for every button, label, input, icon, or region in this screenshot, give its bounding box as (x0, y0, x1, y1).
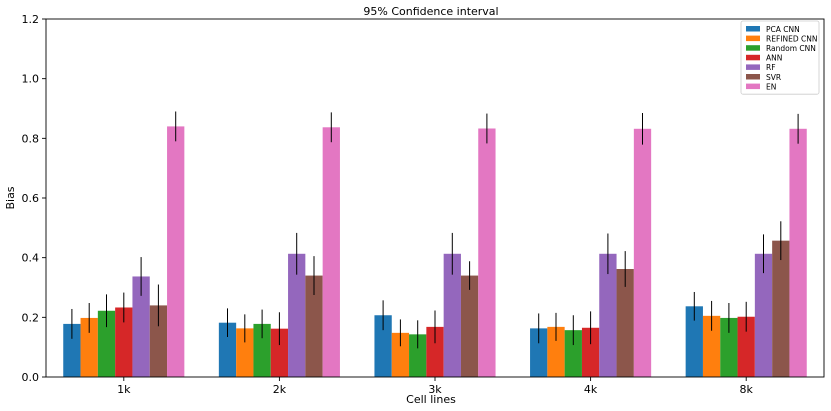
bar-rf-4k (599, 253, 617, 377)
x-tick-label: 2k (273, 383, 287, 396)
bar-svr-3k (460, 275, 479, 377)
y-tick-label: 0.6 (22, 192, 40, 205)
legend-label: SVR (766, 73, 781, 82)
y-axis-title: Bias (4, 186, 17, 209)
y-tick-label: 0.0 (22, 371, 40, 384)
bar-svr-8k (772, 240, 790, 377)
bar-refined-cnn-8k (702, 315, 721, 377)
bar-pca-cnn-4k (530, 328, 548, 377)
bar-pca-cnn-1k (63, 323, 81, 377)
bar-random-cnn-8k (720, 317, 738, 377)
error-bars-layer (71, 111, 799, 349)
bar-rf-2k (288, 253, 306, 377)
bar-svr-1k (149, 305, 168, 377)
axes-layer: 0.0 0.2 0.4 0.6 0.8 1.0 1.2 1k 2k 3k 4k 8k (22, 13, 825, 396)
bar-svr-2k (305, 275, 323, 377)
bar-rf-8k (754, 253, 773, 377)
legend-swatch (746, 74, 760, 80)
legend-label: ANN (766, 54, 782, 63)
bar-refined-cnn-4k (547, 326, 565, 377)
bar-ann-1k (115, 307, 133, 377)
legend-label: PCA CNN (766, 25, 800, 34)
bar-random-cnn-2k (253, 323, 271, 377)
bar-en-4k (633, 128, 652, 377)
legend-swatch (746, 83, 760, 90)
bar-ann-4k (581, 327, 600, 377)
legend-swatch (746, 45, 760, 51)
bar-rf-3k (443, 253, 461, 377)
bar-refined-cnn-1k (80, 317, 98, 377)
bar-en-2k (322, 127, 340, 377)
x-tick-label: 3k (428, 383, 442, 396)
bar-ann-8k (737, 316, 755, 377)
legend-swatch (746, 35, 760, 42)
y-tick-label: 0.8 (22, 132, 40, 145)
bar-pca-cnn-3k (374, 315, 392, 377)
x-tick-label: 8k (740, 383, 754, 396)
x-tick-label: 4k (584, 383, 598, 396)
legend-swatch (746, 26, 760, 32)
bar-pca-cnn-2k (218, 322, 237, 377)
bar-en-3k (478, 128, 496, 377)
y-tick-label: 1.2 (22, 13, 40, 26)
legend-label: REFINED CNN (766, 34, 817, 43)
bar-en-8k (789, 128, 807, 377)
legend-label: RF (766, 63, 776, 72)
bar-svr-4k (616, 269, 634, 377)
bar-refined-cnn-3k (391, 332, 410, 377)
bar-random-cnn-1k (97, 310, 116, 377)
bar-ann-3k (426, 326, 444, 377)
legend-swatch (746, 64, 760, 70)
y-tick-label: 0.2 (22, 311, 40, 324)
bar-refined-cnn-2k (236, 328, 254, 377)
legend-label: Random CNN (766, 44, 816, 53)
legend-swatch (746, 54, 760, 61)
x-tick-label: 1k (117, 383, 131, 396)
bar-ann-2k (270, 328, 289, 377)
bars-layer (63, 126, 807, 378)
bar-random-cnn-4k (564, 330, 582, 377)
y-tick-label: 1.0 (22, 73, 40, 86)
bar-rf-1k (132, 276, 150, 377)
bar-en-1k (167, 126, 185, 378)
bar-random-cnn-3k (409, 334, 427, 377)
y-tick-label: 0.4 (22, 252, 40, 265)
x-axis-title: Cell lines (406, 393, 456, 406)
bar-pca-cnn-8k (685, 306, 703, 377)
chart-title: 95% Confidence interval (363, 5, 498, 18)
legend-box (740, 20, 820, 95)
legend-label: EN (766, 82, 776, 91)
